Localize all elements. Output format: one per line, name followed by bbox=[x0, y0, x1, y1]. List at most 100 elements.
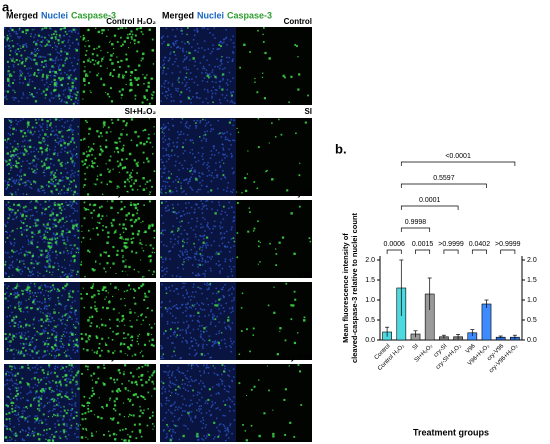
nucleus bbox=[198, 325, 201, 327]
nucleus bbox=[165, 149, 167, 152]
nucleus bbox=[39, 235, 42, 238]
caspase-signal bbox=[116, 56, 118, 58]
nucleus bbox=[179, 30, 182, 32]
nucleus bbox=[181, 414, 183, 417]
nucleus bbox=[184, 150, 186, 152]
caspase-signal bbox=[71, 160, 74, 163]
caspase-signal bbox=[130, 42, 132, 44]
caspase-signal bbox=[81, 404, 84, 407]
nucleus bbox=[214, 37, 216, 39]
caspase-image bbox=[80, 27, 156, 105]
nucleus bbox=[14, 182, 16, 185]
caspase-signal bbox=[120, 342, 123, 345]
comparison-bracket bbox=[400, 227, 431, 232]
nucleus bbox=[50, 386, 52, 389]
nucleus bbox=[23, 406, 25, 409]
nucleus bbox=[33, 28, 35, 31]
caspase-signal bbox=[151, 38, 154, 41]
caspase-signal bbox=[112, 351, 115, 354]
caspase-signal bbox=[63, 141, 67, 145]
caspase-signal bbox=[70, 364, 73, 367]
nucleus bbox=[61, 365, 63, 368]
caspase-signal bbox=[77, 370, 80, 373]
nucleus bbox=[44, 139, 46, 142]
caspase-signal bbox=[122, 144, 125, 147]
caspase-signal bbox=[40, 249, 43, 252]
caspase-signal bbox=[132, 169, 134, 171]
caspase-signal bbox=[160, 191, 162, 193]
nucleus bbox=[15, 292, 17, 295]
caspase-signal bbox=[38, 286, 41, 289]
nucleus bbox=[18, 78, 21, 80]
caspase-signal bbox=[63, 239, 65, 241]
nucleus bbox=[217, 429, 220, 432]
nucleus bbox=[59, 193, 62, 195]
nucleus bbox=[191, 403, 193, 405]
caspase-signal bbox=[118, 171, 120, 173]
caspase-signal bbox=[109, 397, 112, 400]
caspase-signal bbox=[66, 74, 68, 76]
nucleus bbox=[32, 294, 35, 297]
nucleus bbox=[169, 312, 172, 315]
caspase-signal bbox=[62, 27, 64, 29]
caspase-signal bbox=[112, 218, 115, 222]
caspase-signal bbox=[17, 203, 21, 207]
nucleus bbox=[29, 181, 31, 183]
caspase-signal bbox=[25, 32, 28, 35]
caspase-signal bbox=[18, 183, 21, 186]
caspase-signal bbox=[111, 418, 114, 421]
caspase-signal bbox=[140, 435, 143, 438]
nucleus bbox=[202, 439, 205, 441]
caspase-signal bbox=[124, 74, 126, 76]
nucleus bbox=[208, 228, 211, 230]
nucleus bbox=[167, 67, 169, 70]
nucleus bbox=[161, 266, 163, 268]
caspase-signal bbox=[29, 405, 32, 407]
caspase-signal bbox=[130, 201, 132, 204]
nucleus bbox=[218, 87, 221, 89]
caspase-signal bbox=[65, 412, 68, 415]
nucleus bbox=[203, 372, 206, 374]
nucleus bbox=[174, 54, 177, 56]
caspase-signal bbox=[128, 380, 130, 382]
nucleus bbox=[42, 207, 44, 209]
nucleus bbox=[216, 48, 219, 51]
nucleus bbox=[15, 404, 17, 407]
nucleus bbox=[77, 428, 79, 430]
caspase-signal bbox=[246, 395, 248, 397]
nucleus bbox=[17, 120, 20, 123]
caspase-signal bbox=[130, 343, 133, 347]
nucleus bbox=[174, 384, 177, 386]
caspase-signal bbox=[143, 83, 145, 85]
nucleus bbox=[39, 203, 42, 206]
nucleus bbox=[69, 128, 72, 131]
nucleus bbox=[204, 402, 206, 404]
caspase-signal bbox=[49, 259, 51, 261]
nucleus bbox=[181, 372, 183, 374]
caspase-signal bbox=[75, 414, 78, 417]
caspase-signal bbox=[70, 98, 73, 101]
nucleus bbox=[48, 148, 51, 151]
nucleus bbox=[217, 133, 220, 135]
caspase-signal bbox=[105, 131, 108, 134]
nucleus bbox=[166, 35, 169, 38]
caspase-signal bbox=[151, 146, 154, 148]
nucleus bbox=[171, 203, 174, 206]
nucleus bbox=[4, 90, 6, 93]
caspase-signal bbox=[62, 333, 64, 335]
nucleus bbox=[77, 43, 80, 46]
nucleus bbox=[182, 372, 185, 375]
nucleus bbox=[57, 299, 60, 302]
nucleus bbox=[70, 204, 73, 207]
nucleus bbox=[59, 414, 62, 417]
nucleus bbox=[226, 429, 228, 431]
caspase-signal bbox=[122, 227, 124, 230]
nucleus bbox=[31, 80, 34, 83]
caspase-signal bbox=[54, 139, 57, 142]
nucleus bbox=[205, 246, 207, 249]
nucleus bbox=[167, 409, 170, 411]
caspase-signal bbox=[8, 75, 11, 77]
caspase-signal bbox=[51, 33, 53, 36]
nucleus bbox=[23, 334, 26, 337]
nucleus bbox=[18, 252, 20, 255]
